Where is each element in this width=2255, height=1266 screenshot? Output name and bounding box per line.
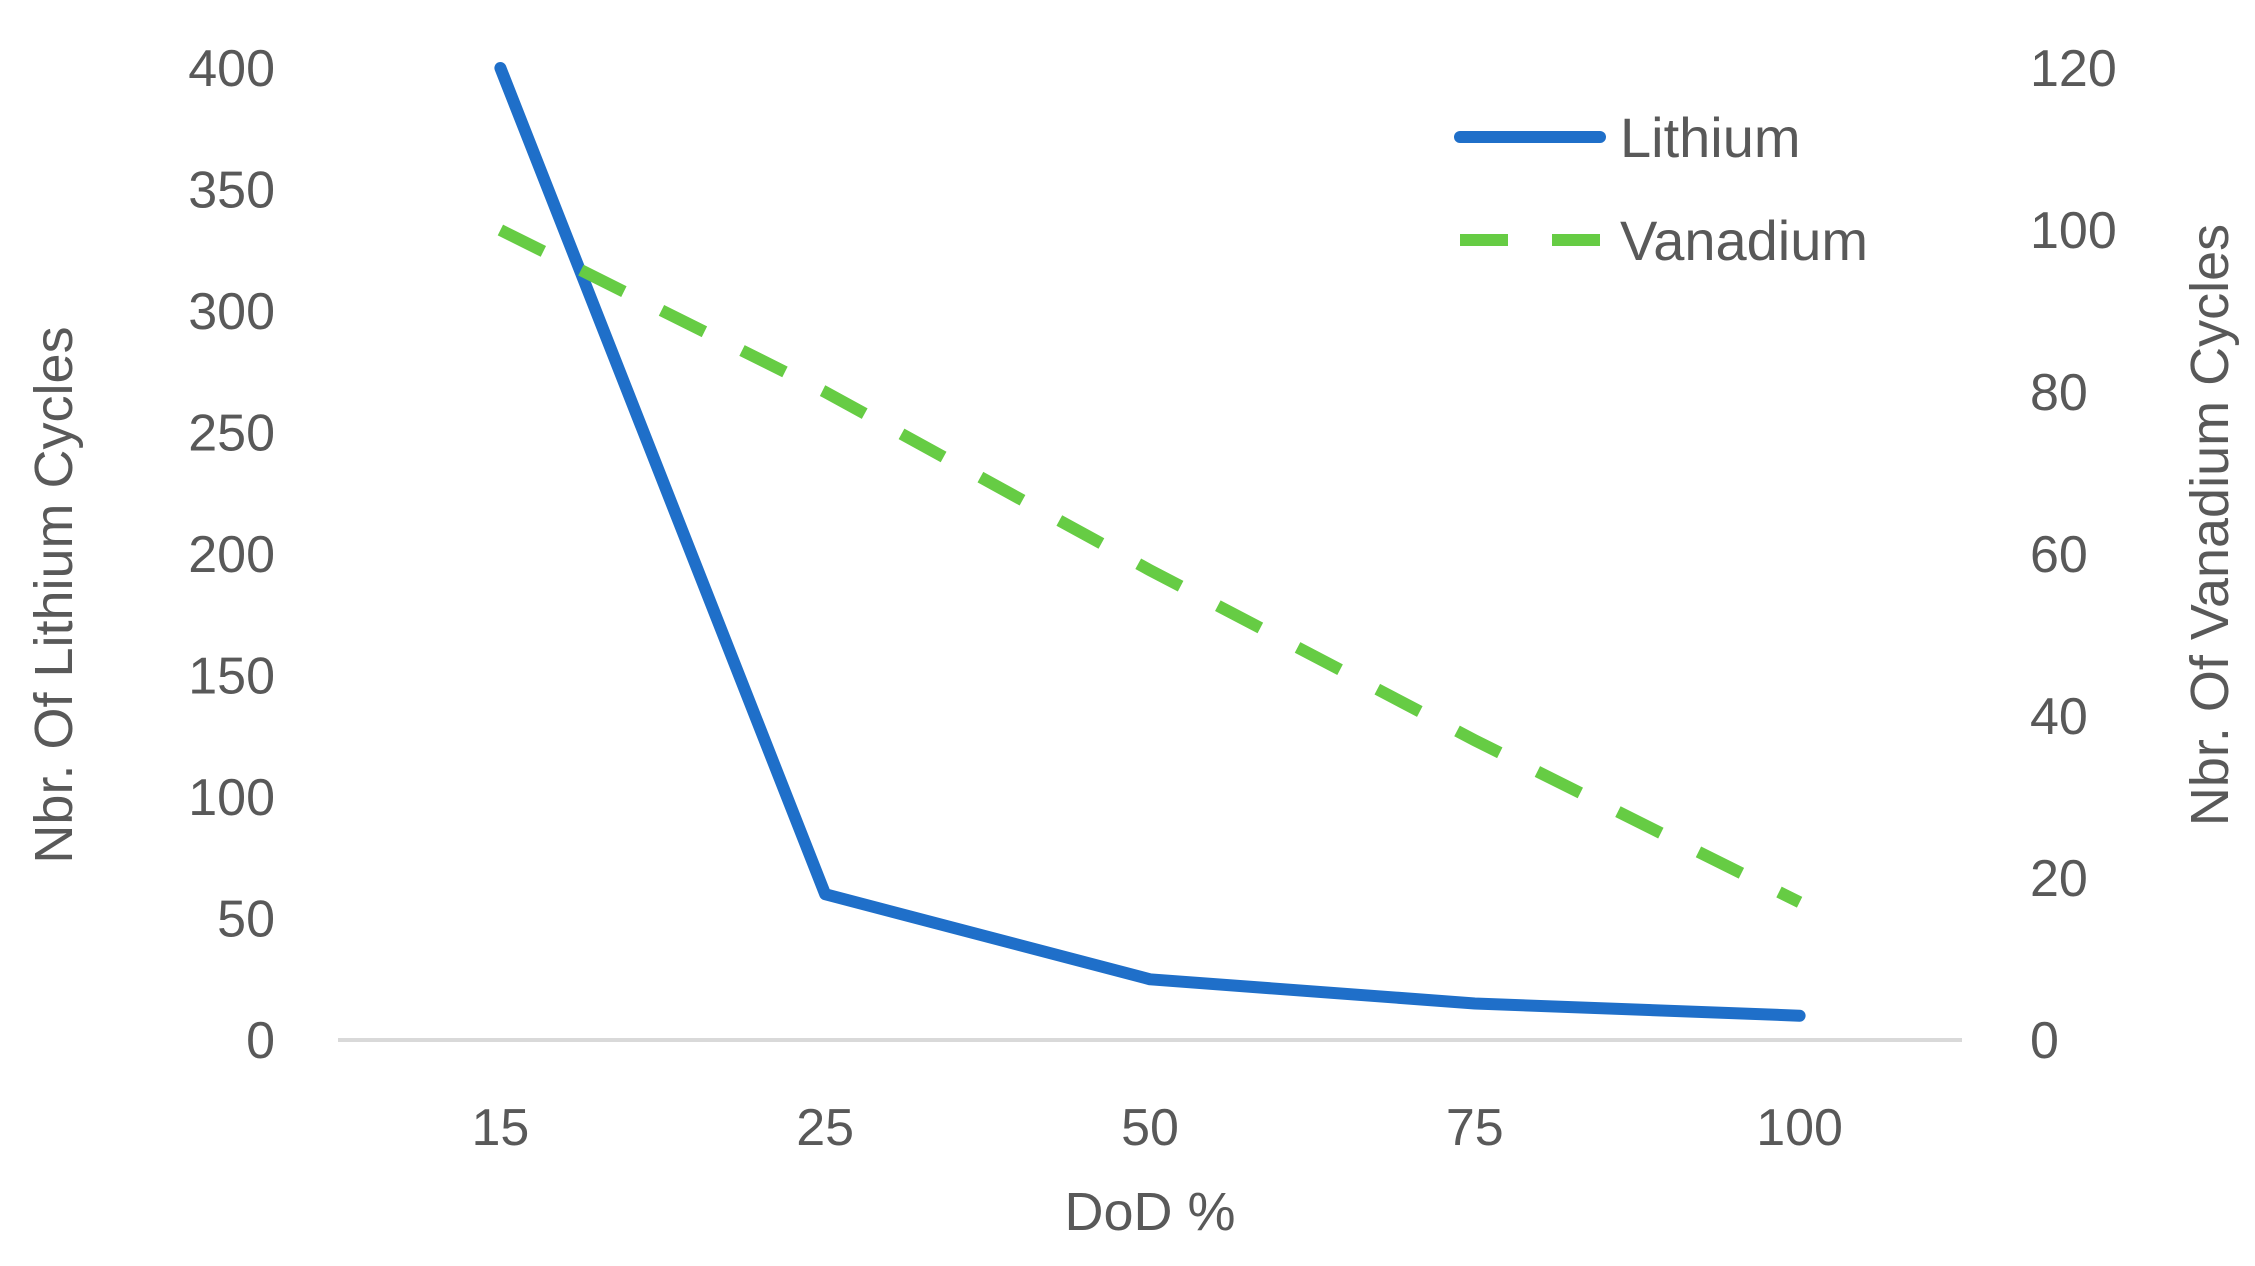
right-y-tick-label: 100	[2030, 202, 2117, 260]
right-y-axis: 0 20 40 60 80 100 120	[2030, 40, 2117, 1070]
left-y-tick-label: 150	[188, 648, 275, 706]
right-y-tick-label: 40	[2030, 688, 2088, 746]
legend: Lithium Vanadium	[1454, 106, 1868, 272]
legend-label-lithium: Lithium	[1620, 106, 1801, 169]
series-line-lithium	[494, 62, 1806, 1022]
x-tick-label: 75	[1446, 1099, 1504, 1157]
right-y-tick-label: 60	[2030, 526, 2088, 584]
right-y-axis-title: Nbr. Of Vanadium Cycles	[2180, 224, 2240, 826]
x-tick-label: 25	[796, 1099, 854, 1157]
left-y-tick-label: 50	[217, 891, 275, 949]
left-y-tick-label: 100	[188, 769, 275, 827]
left-y-tick-label: 300	[188, 283, 275, 341]
x-tick-label: 15	[471, 1099, 529, 1157]
series-layer	[494, 62, 1806, 1022]
left-y-axis: 0 50 100 150 200 250 300 350 400	[188, 40, 275, 1070]
x-tick-label: 100	[1756, 1099, 1843, 1157]
x-axis: 15 25 50 75 100	[471, 1099, 1843, 1157]
left-y-tick-label: 0	[246, 1012, 275, 1070]
series-line-vanadium	[497, 224, 1803, 908]
x-tick-label: 50	[1121, 1099, 1179, 1157]
legend-label-vanadium: Vanadium	[1620, 209, 1868, 272]
right-y-tick-label: 20	[2030, 850, 2088, 908]
right-y-tick-label: 120	[2030, 40, 2117, 98]
left-y-tick-label: 350	[188, 162, 275, 220]
right-y-tick-label: 80	[2030, 364, 2088, 422]
left-y-tick-label: 200	[188, 526, 275, 584]
left-y-tick-label: 400	[188, 40, 275, 98]
x-axis-title: DoD %	[1064, 1182, 1235, 1242]
right-y-tick-label: 0	[2030, 1012, 2059, 1070]
left-y-axis-title: Nbr. Of Lithium Cycles	[24, 326, 84, 863]
left-y-tick-label: 250	[188, 405, 275, 463]
